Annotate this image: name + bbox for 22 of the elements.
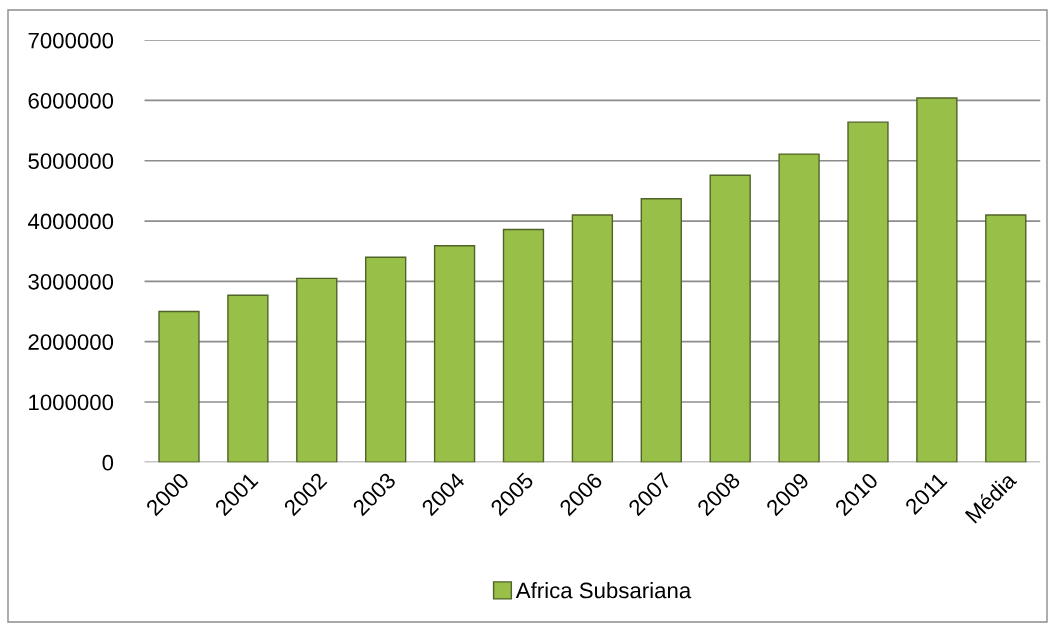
bar <box>227 294 269 463</box>
y-tick-label: 6000000 <box>28 92 114 109</box>
y-tick-label: 7000000 <box>28 32 114 49</box>
bar <box>709 174 751 463</box>
bar <box>640 198 682 463</box>
bar <box>502 228 545 463</box>
bar <box>296 277 338 463</box>
bar <box>916 97 958 463</box>
y-tick-label: 2000000 <box>28 334 114 350</box>
bar <box>365 256 407 463</box>
bar <box>433 245 476 463</box>
bar <box>778 153 820 463</box>
bar <box>571 214 614 463</box>
y-tick-label: 1000000 <box>29 394 114 411</box>
bar <box>847 121 889 463</box>
bar <box>985 214 1027 463</box>
y-tick-label: 5000000 <box>28 153 114 170</box>
y-tick-label: 3000000 <box>28 273 114 290</box>
y-tick-label: 4000000 <box>27 213 114 230</box>
y-tick-label: 0 <box>102 454 114 471</box>
bar <box>158 310 200 463</box>
legend-label: Africa Subsariana <box>515 582 692 599</box>
